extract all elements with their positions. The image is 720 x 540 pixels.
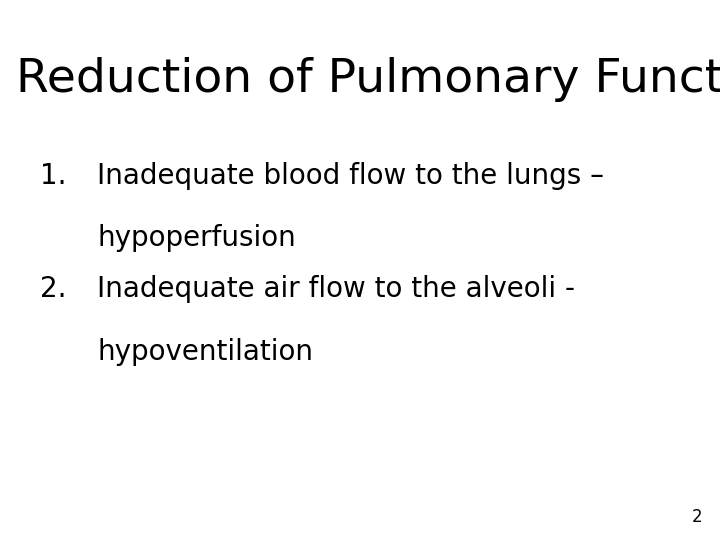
Text: Reduction of Pulmonary Function: Reduction of Pulmonary Function	[16, 57, 720, 102]
Text: hypoventilation: hypoventilation	[97, 338, 313, 366]
Text: Inadequate air flow to the alveoli -: Inadequate air flow to the alveoli -	[97, 275, 575, 303]
Text: 2: 2	[691, 509, 702, 526]
Text: hypoperfusion: hypoperfusion	[97, 224, 296, 252]
Text: 2.: 2.	[40, 275, 66, 303]
Text: Inadequate blood flow to the lungs –: Inadequate blood flow to the lungs –	[97, 162, 604, 190]
Text: 1.: 1.	[40, 162, 66, 190]
